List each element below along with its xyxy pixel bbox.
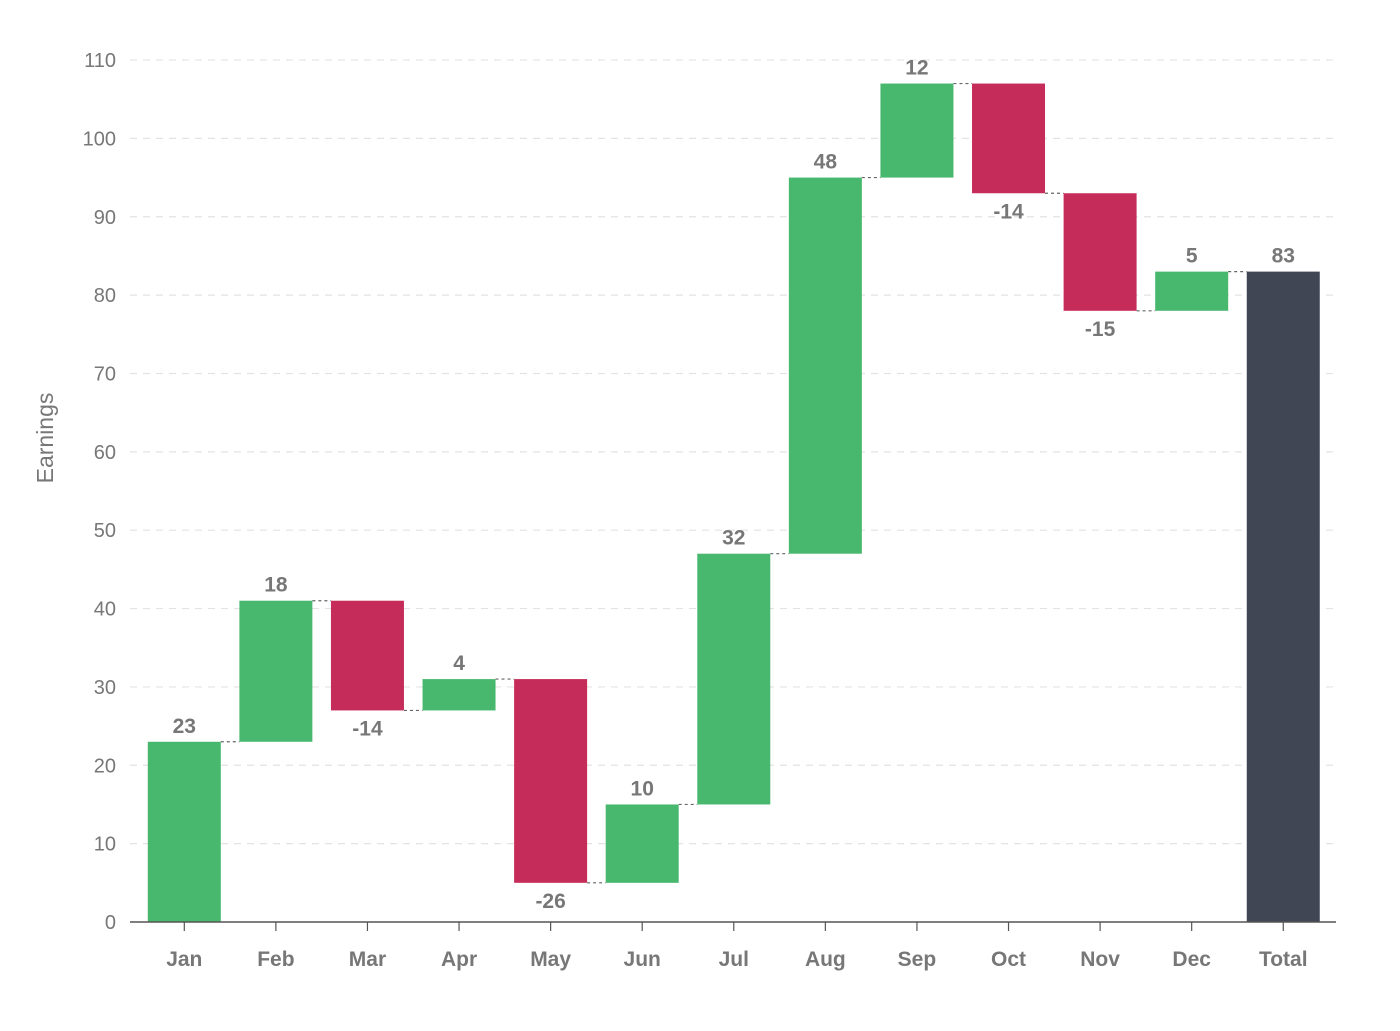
bar-apr	[422, 679, 496, 711]
x-tick-label: Apr	[441, 948, 477, 971]
x-tick-label: Dec	[1172, 948, 1211, 971]
data-label: -15	[1085, 318, 1116, 341]
bar-jul	[697, 553, 771, 805]
bar-may	[514, 679, 588, 883]
y-tick-label: 30	[94, 677, 116, 699]
x-axis-ticks: Jan Feb Mar Apr May Jun Jul Aug Sep Oct Nov Dec Tota…	[166, 922, 1308, 971]
data-label: -26	[535, 890, 565, 913]
data-label: -14	[352, 717, 383, 740]
bar-jun	[605, 804, 679, 883]
data-label: 23	[173, 715, 196, 738]
y-tick-label: 40	[94, 599, 116, 621]
bar-oct	[972, 83, 1046, 194]
y-tick-label: 50	[94, 520, 116, 542]
bar-jan	[147, 741, 221, 922]
x-tick-label: Jan	[166, 948, 202, 971]
y-tick-label: 90	[94, 207, 116, 229]
data-label: 83	[1272, 245, 1295, 268]
x-tick-label: Aug	[805, 948, 846, 971]
data-label: -14	[993, 200, 1024, 223]
y-tick-label: 100	[83, 128, 116, 150]
data-label: 32	[722, 527, 745, 550]
bar-dec	[1155, 271, 1229, 311]
y-tick-label: 20	[94, 755, 116, 777]
data-label: 10	[631, 777, 654, 800]
y-tick-label: 0	[105, 912, 116, 934]
x-tick-label: Jul	[719, 948, 749, 971]
bar-nov	[1063, 193, 1137, 311]
value-labels: 23 18 -14 4 -26 10 32 48 12 -14 -15 5 83	[173, 57, 1295, 913]
data-label: 48	[814, 151, 838, 174]
y-tick-label: 70	[94, 363, 116, 385]
x-tick-label: Oct	[991, 948, 1026, 971]
x-tick-label: Feb	[257, 948, 294, 971]
bar-feb	[239, 600, 313, 742]
y-axis-ticks: 0 10 20 30 40 50 60 70 80 90 100 110	[83, 50, 116, 934]
x-tick-label: Mar	[349, 948, 386, 971]
y-tick-label: 110	[84, 50, 116, 72]
x-tick-label: Nov	[1080, 948, 1120, 971]
y-tick-label: 10	[94, 834, 116, 856]
y-axis-title: Earnings	[32, 393, 58, 484]
bars	[147, 83, 1320, 922]
data-label: 5	[1186, 245, 1198, 268]
x-tick-label: Total	[1259, 948, 1308, 971]
bar-total	[1246, 271, 1320, 922]
data-label: 12	[905, 57, 928, 80]
x-tick-label: Jun	[624, 948, 661, 971]
data-label: 4	[453, 652, 465, 675]
x-tick-label: May	[530, 948, 571, 971]
bar-sep	[880, 83, 954, 178]
y-tick-label: 60	[94, 442, 116, 464]
bar-mar	[330, 600, 404, 711]
data-label: 18	[264, 574, 288, 597]
y-tick-label: 80	[94, 285, 116, 307]
x-tick-label: Sep	[898, 948, 937, 971]
bar-aug	[788, 177, 862, 554]
